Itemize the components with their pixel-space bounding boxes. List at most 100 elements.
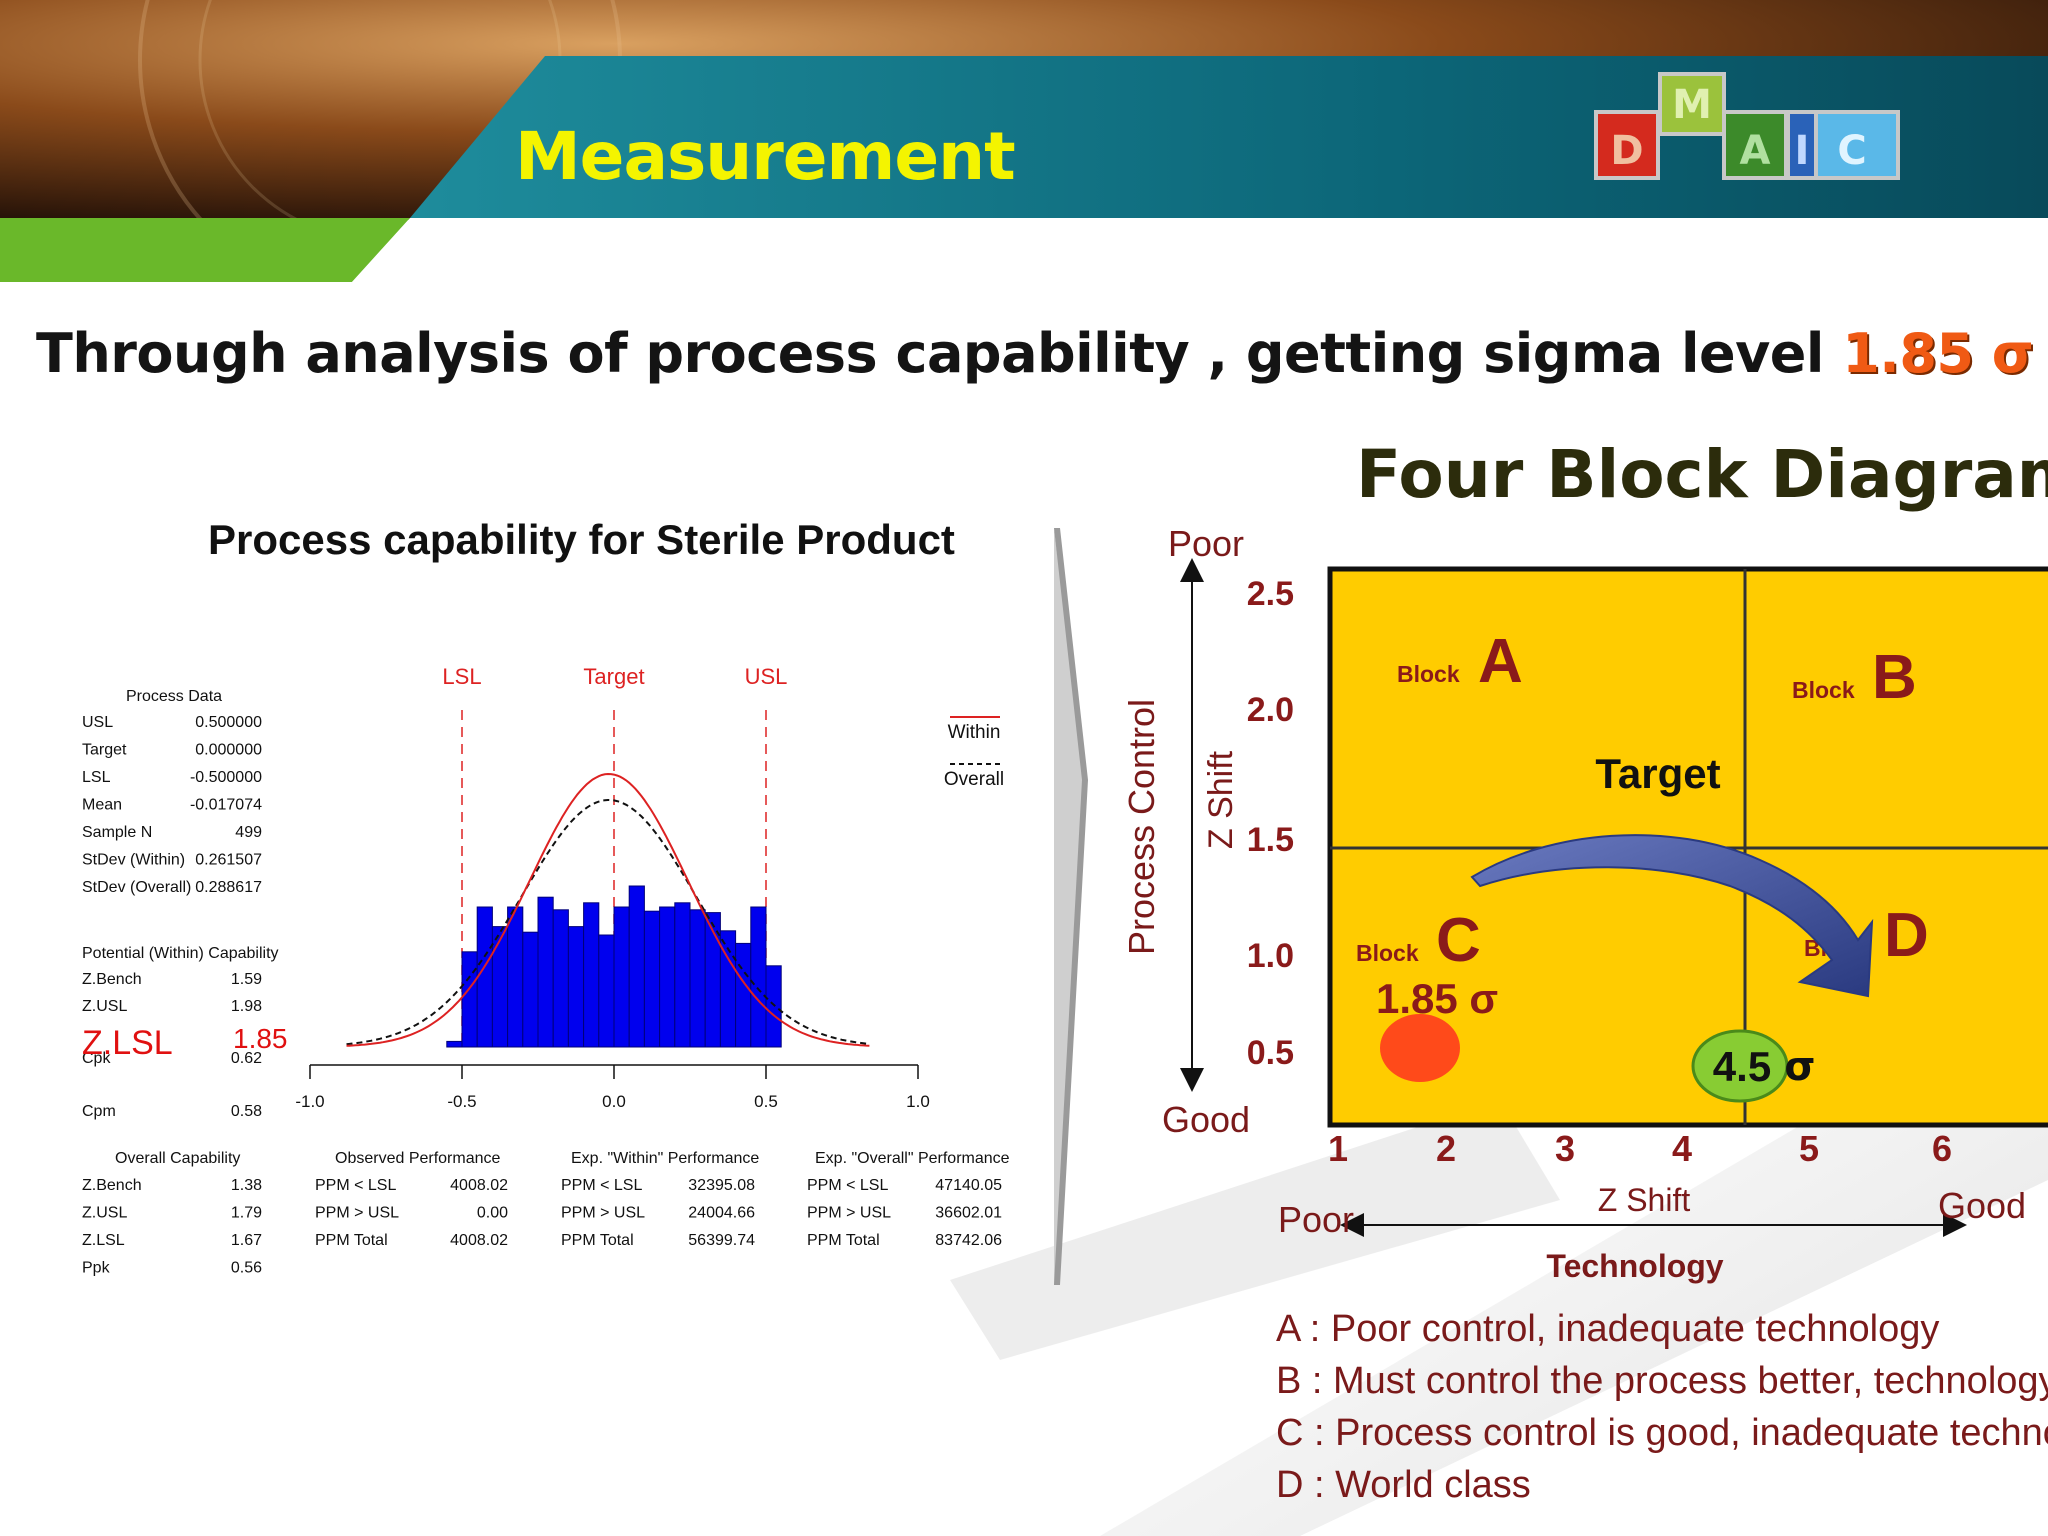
y-axis-inner-label: Z Shift (1202, 750, 1240, 849)
table-row-value: 32395.08 (688, 1177, 755, 1194)
target-region-label: Target (1595, 750, 1720, 797)
histogram-bar (446, 1040, 463, 1048)
table-row-label: Z.Bench (82, 1177, 142, 1194)
histogram-bar (689, 909, 706, 1048)
table-row-value: 24004.66 (688, 1205, 755, 1222)
table-row-label: PPM < LSL (315, 1177, 396, 1194)
current-position-dot (1380, 1014, 1460, 1082)
histogram-bar (735, 942, 752, 1048)
histogram-bar (628, 885, 645, 1048)
histogram-bar (507, 906, 524, 1048)
target-position-dot (1691, 1029, 1789, 1103)
table-row-label: PPM Total (807, 1232, 880, 1249)
logo-block-a (1726, 114, 1784, 176)
table-row-label: PPM Total (561, 1232, 634, 1249)
zlsl-highlight-label: Z.LSL (82, 1024, 173, 1062)
histogram-bar (567, 926, 585, 1048)
exp-within-heading: Exp. "Within" Performance (571, 1150, 759, 1167)
header-title: Measurement (515, 118, 1016, 195)
block-b-letter: B (1872, 643, 1917, 712)
overall-table: Z.Bench 1.38 Z.USL 1.79 Z.LSL 1.67 Ppk 0.56 (82, 1177, 262, 1277)
four-block-diagram: Poor Good Process Control Z Shift 2.5 2.… (1121, 523, 2048, 1284)
table-row-value: 0.58 (231, 1103, 262, 1120)
histogram-x-tick-label: 1.0 (906, 1092, 930, 1111)
histogram: -1.0 -0.5 0.0 0.5 1.0 (295, 710, 930, 1111)
logo-block-i (1790, 114, 1814, 176)
histogram-bar (461, 951, 478, 1048)
x-axis-right-label: Good (1938, 1185, 2026, 1226)
logo-block-m (1662, 76, 1722, 132)
histogram-x-tick-label: 0.0 (602, 1092, 626, 1111)
dmaic-logo: D M A I C (1594, 72, 1900, 180)
histogram-bar (674, 902, 691, 1048)
exp-overall-heading: Exp. "Overall" Performance (815, 1150, 1010, 1167)
subtitle-sigma: 1.85 σ (1842, 322, 2034, 385)
zlsl-highlight-value: 1.85 (233, 1023, 288, 1054)
table-row-value: 0.62 (231, 1050, 262, 1067)
table-row-label: Sample N (82, 824, 152, 841)
exp-overall-table: PPM < LSL 47140.05 PPM > USL 36602.01 PPM To… (807, 1177, 1002, 1249)
histogram-bar (598, 934, 615, 1048)
logo-letter: D (1610, 128, 1643, 174)
logo-block-d (1598, 114, 1656, 176)
block-d-letter: D (1884, 901, 1929, 970)
definition-c: C : Process control is good, inadequate … (1276, 1412, 2048, 1454)
overall-heading: Overall Capability (115, 1150, 240, 1167)
table-row-label: LSL (82, 769, 111, 786)
table-row-value: 0.500000 (195, 714, 262, 731)
x-tick: 1 (1328, 1128, 1348, 1169)
block-word: Block (1792, 677, 1855, 703)
four-block-title: Four Block Diagram (1356, 436, 2048, 513)
y-tick: 2.0 (1247, 691, 1294, 729)
logo-letter: M (1672, 82, 1712, 128)
table-row-value: -0.500000 (190, 769, 262, 786)
histogram-x-tick-label: -0.5 (447, 1092, 476, 1111)
histogram-bar (765, 965, 782, 1048)
y-tick: 0.5 (1247, 1034, 1294, 1072)
observed-table: PPM < LSL 4008.02 PPM > USL 0.00 PPM Total 40… (315, 1177, 508, 1249)
table-row-value: 499 (235, 824, 262, 841)
usl-label: USL (745, 664, 788, 689)
table-row-value: 1.98 (231, 998, 262, 1015)
block-word: Block (1356, 940, 1419, 966)
x-tick: 2 (1436, 1128, 1456, 1169)
legend-within-label: Within (948, 722, 1001, 743)
capability-title: Process capability for Sterile Product (208, 516, 955, 563)
block-c-letter: C (1436, 906, 1481, 975)
table-row-value: 0.56 (231, 1260, 262, 1277)
y-tick: 1.5 (1247, 821, 1294, 859)
logo-block-c (1818, 114, 1896, 176)
x-axis-left-label: Poor (1278, 1199, 1354, 1240)
table-row-label: PPM < LSL (561, 1177, 642, 1194)
table-row-label: PPM < LSL (807, 1177, 888, 1194)
curve-within (346, 772, 870, 1047)
table-row-label: PPM > USL (807, 1205, 891, 1222)
histogram-bar (537, 896, 554, 1048)
improvement-arrow (1470, 834, 1874, 998)
table-row-value: 83742.06 (935, 1232, 1002, 1249)
table-row-label: Z.USL (82, 998, 127, 1015)
current-sigma-label: 1.85 σ (1376, 975, 1498, 1022)
table-row-value: 4008.02 (450, 1177, 508, 1194)
histogram-bar (583, 902, 600, 1048)
histogram-bar (613, 906, 630, 1048)
y-tick: 1.0 (1247, 937, 1294, 975)
table-row-label: StDev (Overall) (82, 879, 191, 896)
logo-letter: I (1795, 128, 1810, 174)
y-axis-top-label: Poor (1168, 523, 1244, 564)
table-row-value: -0.017074 (190, 797, 262, 814)
histogram-bar (659, 906, 676, 1048)
table-row-value: 56399.74 (688, 1232, 755, 1249)
histogram-bar (476, 906, 493, 1048)
curve-overall (346, 798, 870, 1046)
subtitle-text: Through analysis of process capability ,… (36, 322, 1824, 385)
capability-panel: Process Data USL 0.500000 Target 0.000000 LS… (82, 664, 1010, 1277)
histogram-x-tick-label: -1.0 (295, 1092, 324, 1111)
table-row-label: PPM Total (315, 1232, 388, 1249)
block-a-letter: A (1478, 627, 1523, 696)
process-data-table: USL 0.500000 Target 0.000000 LSL -0.500000 Mea… (82, 714, 262, 896)
table-row-value: 0.000000 (195, 742, 262, 759)
observed-heading: Observed Performance (335, 1150, 501, 1167)
table-row-value: 1.67 (231, 1232, 262, 1249)
table-row-label: Target (82, 742, 127, 759)
